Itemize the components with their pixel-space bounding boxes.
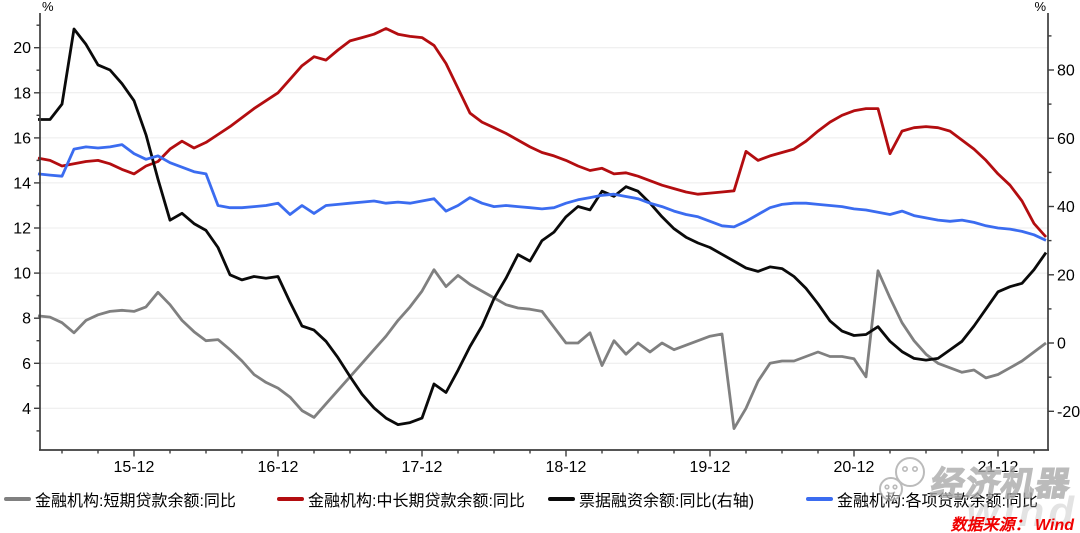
svg-text:6: 6 [22, 356, 31, 373]
axis-ticks [34, 24, 1054, 457]
svg-text:19-12: 19-12 [690, 459, 731, 476]
svg-text:0: 0 [1057, 336, 1066, 353]
svg-text:18: 18 [13, 85, 31, 102]
svg-text:16: 16 [13, 130, 31, 147]
legend-swatch-blue [806, 497, 833, 501]
axes [39, 13, 1049, 451]
right-axis-unit: % [1034, 0, 1046, 14]
gridlines [40, 47, 1048, 409]
legend-item-medium-long-term-loans: 金融机构:中长期贷款余额:同比 [277, 487, 525, 511]
series-lines [37, 27, 1048, 430]
legend-swatch-gray [4, 497, 31, 501]
svg-text:20: 20 [1057, 267, 1075, 284]
series-line-1 [37, 27, 1048, 238]
legend-item-short-term-loans: 金融机构:短期贷款余额:同比 [4, 487, 236, 511]
series-line-2 [38, 27, 1048, 426]
svg-text:16-12: 16-12 [258, 459, 299, 476]
series-line-3 [37, 143, 1047, 242]
legend-item-total-loans: 金融机构:各项贷款余额:同比 [806, 487, 1038, 511]
svg-text:10: 10 [13, 266, 31, 283]
axis-labels: 4 6 8 10 12 14 16 18 20 -20 0 20 40 60 80 15-12 16-12 17-… [13, 40, 1080, 476]
svg-text:8: 8 [22, 311, 31, 328]
legend-item-bill-financing: 票据融资余额:同比(右轴) [548, 487, 754, 511]
legend-swatch-red [277, 497, 304, 501]
data-source-note: 数据来源： Wind [950, 517, 1074, 533]
svg-text:20-12: 20-12 [834, 459, 875, 476]
svg-text:60: 60 [1057, 131, 1075, 148]
left-axis-unit: % [42, 0, 54, 14]
legend-label-total-loans: 金融机构:各项贷款余额:同比 [837, 493, 1038, 510]
svg-text:15-12: 15-12 [114, 459, 155, 476]
svg-text:12: 12 [13, 221, 31, 238]
svg-text:20: 20 [13, 40, 31, 57]
legend-label-short-term-loans: 金融机构:短期贷款余额:同比 [35, 493, 236, 510]
svg-text:4: 4 [22, 401, 31, 418]
series-line-0 [37, 268, 1047, 430]
legend-swatch-black [548, 497, 575, 501]
legend-label-medium-long-term-loans: 金融机构:中长期贷款余额:同比 [308, 493, 525, 510]
svg-text:21-12: 21-12 [978, 459, 1019, 476]
svg-text:-20: -20 [1057, 404, 1080, 421]
svg-text:18-12: 18-12 [546, 459, 587, 476]
svg-text:40: 40 [1057, 199, 1075, 216]
svg-text:17-12: 17-12 [402, 459, 443, 476]
loan-growth-line-chart: 4 6 8 10 12 14 16 18 20 -20 0 20 40 60 80 15-12 16-12 17-… [13, 0, 1080, 476]
svg-text:80: 80 [1057, 63, 1075, 80]
legend-label-bill-financing: 票据融资余额:同比(右轴) [579, 493, 755, 510]
svg-text:14: 14 [13, 175, 31, 192]
